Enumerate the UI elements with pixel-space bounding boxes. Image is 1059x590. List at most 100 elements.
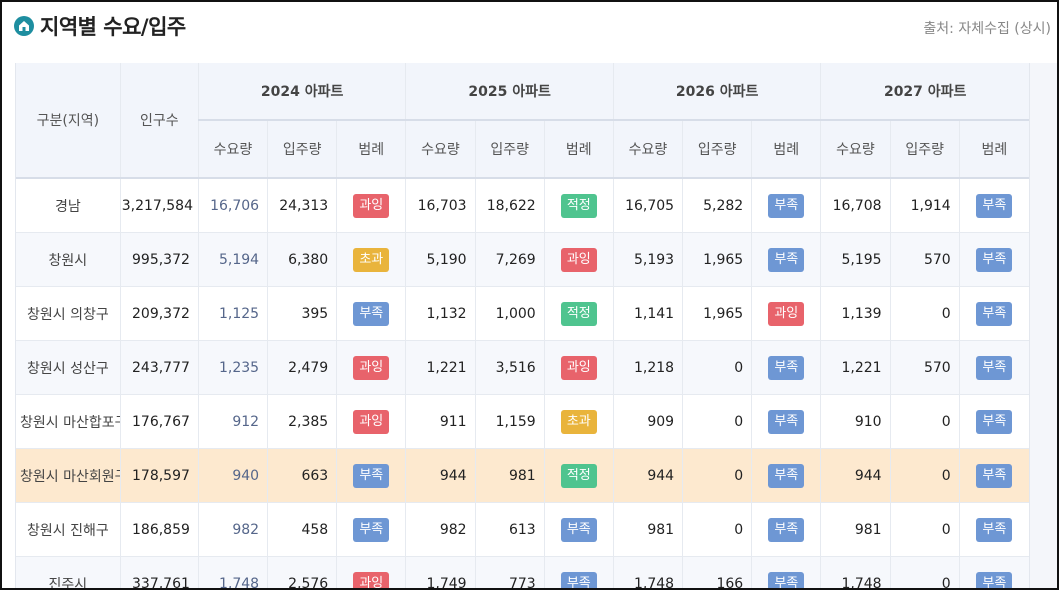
supply-cell: 2,479 [267, 340, 338, 395]
legend-cell: 과잉 [336, 556, 407, 588]
population-cell: 178,597 [120, 448, 199, 503]
status-badge: 부족 [768, 193, 805, 218]
supply-cell: 773 [475, 556, 545, 588]
demand-cell: 1,748 [613, 556, 684, 588]
supply-cell: 395 [267, 286, 338, 341]
legend-cell: 부족 [751, 556, 822, 588]
legend-cell: 부족 [751, 340, 822, 395]
status-badge: 부족 [353, 517, 390, 542]
population-cell: 243,777 [120, 340, 199, 395]
status-badge: 적정 [560, 463, 597, 488]
title-group: 지역별 수요/입주 [14, 10, 186, 42]
supply-cell: 0 [890, 394, 960, 449]
population-cell: 995,372 [120, 232, 199, 287]
legend-cell: 과잉 [336, 394, 407, 449]
demand-supply-table-container[interactable]: 구분(지역) 인구수 2024 아파트 2025 아파트 2026 아파트 20… [15, 63, 1057, 588]
legend-header: 범례 [959, 120, 1031, 179]
supply-header[interactable]: 입주량 [267, 120, 338, 179]
demand-cell: 5,194 [198, 232, 269, 287]
supply-cell: 7,269 [475, 232, 545, 287]
supply-header[interactable]: 입주량 [890, 120, 960, 179]
legend-cell: 부족 [959, 286, 1031, 341]
legend-cell: 부족 [544, 556, 614, 588]
status-badge: 부족 [560, 571, 597, 588]
status-badge: 적정 [560, 193, 597, 218]
demand-cell: 910 [820, 394, 891, 449]
demand-cell: 1,125 [198, 286, 269, 341]
legend-cell: 부족 [959, 394, 1031, 449]
demand-cell: 1,139 [820, 286, 891, 341]
demand-cell: 1,749 [405, 556, 476, 588]
population-cell: 337,761 [120, 556, 199, 588]
population-cell: 176,767 [120, 394, 199, 449]
legend-cell: 초과 [544, 394, 614, 449]
demand-cell: 944 [613, 448, 684, 503]
demand-cell: 1,221 [405, 340, 476, 395]
status-badge: 부족 [976, 247, 1013, 272]
supply-cell: 570 [890, 340, 960, 395]
status-badge: 부족 [768, 247, 805, 272]
population-cell: 3,217,584 [120, 178, 199, 233]
supply-cell: 1,965 [682, 232, 753, 287]
status-badge: 과잉 [768, 301, 805, 326]
supply-cell: 1,965 [682, 286, 753, 341]
supply-cell: 981 [475, 448, 545, 503]
supply-header[interactable]: 입주량 [682, 120, 753, 179]
legend-cell: 과잉 [336, 340, 407, 395]
region-cell: 창원시 마산합포구 [16, 394, 121, 449]
status-badge: 적정 [560, 301, 597, 326]
demand-header[interactable]: 수요량 [613, 120, 684, 179]
demand-cell: 5,190 [405, 232, 476, 287]
legend-cell: 부족 [751, 232, 822, 287]
status-badge: 부족 [768, 517, 805, 542]
demand-cell: 1,748 [198, 556, 269, 588]
legend-cell: 부족 [751, 178, 822, 233]
supply-cell: 0 [682, 502, 753, 557]
supply-cell: 5,282 [682, 178, 753, 233]
population-header[interactable]: 인구수 [120, 63, 199, 179]
legend-cell: 과잉 [544, 340, 614, 395]
region-cell: 창원시 진해구 [16, 502, 121, 557]
status-badge: 과잉 [353, 571, 390, 588]
status-badge: 부족 [768, 409, 805, 434]
demand-cell: 909 [613, 394, 684, 449]
table-row[interactable]: 진주시 337,761 1,748 2,576 과잉 1,749 773 부족 1,748 166… [16, 556, 1031, 588]
supply-cell: 613 [475, 502, 545, 557]
supply-header[interactable]: 입주량 [475, 120, 545, 179]
region-cell: 창원시 마산회원구 [16, 448, 121, 503]
legend-cell: 부족 [751, 394, 822, 449]
table-row[interactable]: 창원시 995,372 5,194 6,380 초과 5,190 7,269 과잉 5,193 1… [16, 232, 1031, 287]
table-row[interactable]: 창원시 마산합포구 176,767 912 2,385 과잉 911 1,159 초과 909 0… [16, 394, 1031, 449]
demand-supply-table: 구분(지역) 인구수 2024 아파트 2025 아파트 2026 아파트 20… [16, 63, 1031, 588]
status-badge: 부족 [976, 463, 1013, 488]
vertical-scrollbar-track[interactable] [1029, 63, 1057, 588]
demand-cell: 912 [198, 394, 269, 449]
legend-cell: 부족 [959, 556, 1031, 588]
table-row[interactable]: 경남 3,217,584 16,706 24,313 과잉 16,703 18,622 적정 1… [16, 178, 1031, 233]
demand-header[interactable]: 수요량 [198, 120, 269, 179]
status-badge: 부족 [976, 517, 1013, 542]
legend-cell: 부족 [751, 448, 822, 503]
table-row[interactable]: 창원시 마산회원구 178,597 940 663 부족 944 981 적정 944 0 부족 94… [16, 448, 1031, 503]
demand-cell: 1,132 [405, 286, 476, 341]
source-label: 출처: 자체수집 (상시) [923, 21, 1051, 37]
demand-header[interactable]: 수요량 [405, 120, 476, 179]
supply-cell: 663 [267, 448, 338, 503]
region-header[interactable]: 구분(지역) [16, 63, 121, 179]
legend-cell: 적정 [544, 448, 614, 503]
supply-cell: 458 [267, 502, 338, 557]
table-row[interactable]: 창원시 의창구 209,372 1,125 395 부족 1,132 1,000 적정 1,14… [16, 286, 1031, 341]
demand-cell: 982 [405, 502, 476, 557]
legend-cell: 적정 [544, 286, 614, 341]
legend-cell: 부족 [959, 448, 1031, 503]
demand-header[interactable]: 수요량 [820, 120, 891, 179]
table-row[interactable]: 창원시 성산구 243,777 1,235 2,479 과잉 1,221 3,516 과잉 1,… [16, 340, 1031, 395]
legend-cell: 부족 [751, 502, 822, 557]
region-cell: 창원시 성산구 [16, 340, 121, 395]
supply-cell: 1,000 [475, 286, 545, 341]
legend-cell: 과잉 [544, 232, 614, 287]
year-header-2026: 2026 아파트 [613, 63, 822, 121]
supply-cell: 2,385 [267, 394, 338, 449]
table-row[interactable]: 창원시 진해구 186,859 982 458 부족 982 613 부족 981 0 부족 981 0… [16, 502, 1031, 557]
